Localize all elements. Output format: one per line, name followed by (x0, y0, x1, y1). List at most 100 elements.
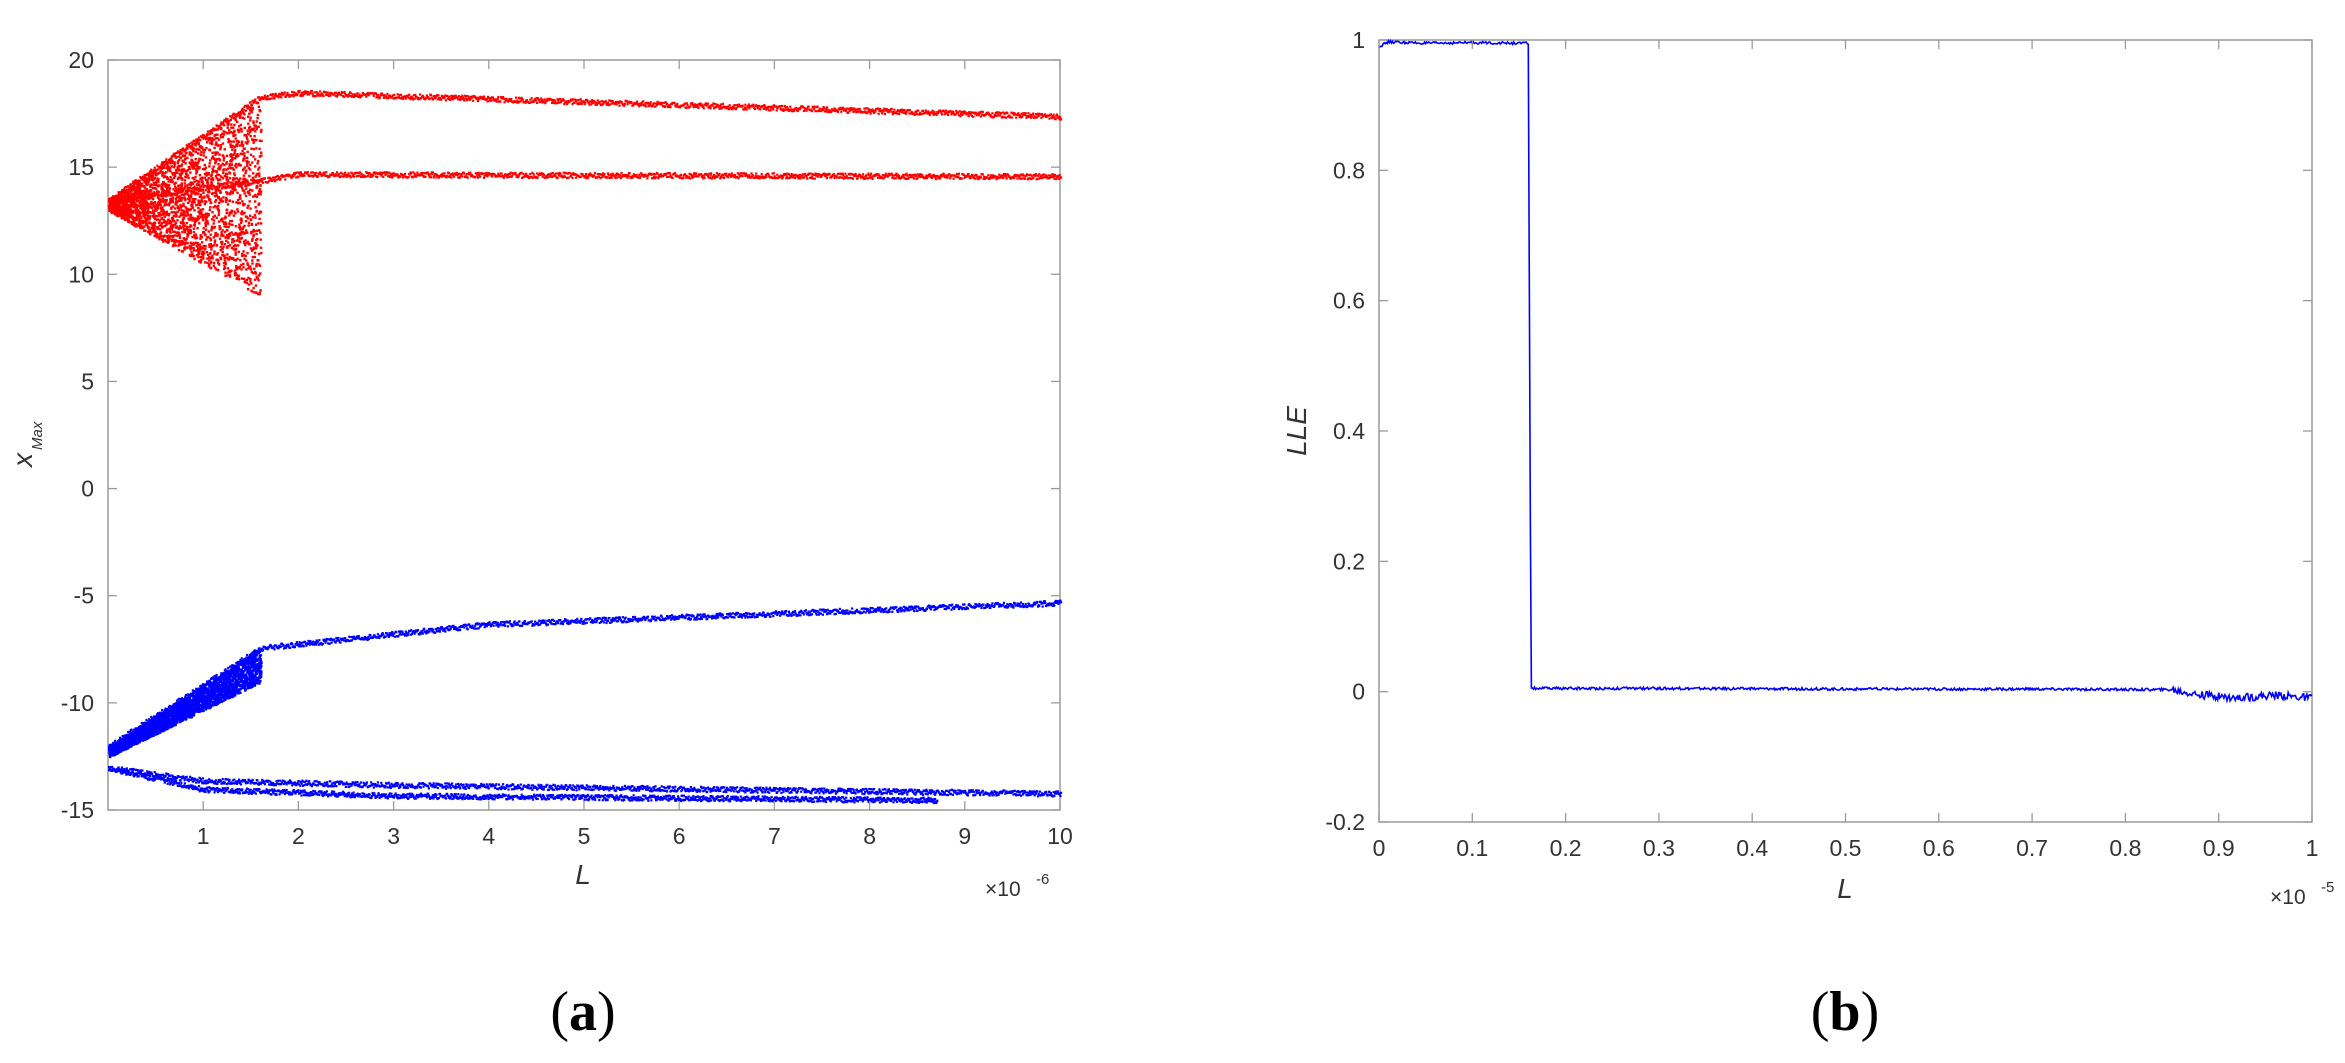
panel-a-scatter-point (175, 203, 178, 206)
panel-a-scatter-point (167, 180, 170, 183)
panel-a-branch-point (793, 109, 796, 112)
panel-a-branch-point (630, 175, 633, 178)
panel-a-scatter-point (164, 192, 168, 195)
panel-a-scatter-point (145, 207, 148, 210)
panel-a-scatter-point (244, 133, 248, 137)
panel-a-scatter-point (120, 207, 124, 210)
panel-a-branch-point (637, 102, 640, 106)
panel-a-scatter-point (197, 192, 200, 196)
panel-a-branch-point (211, 128, 214, 131)
panel-a-branch-point (246, 104, 249, 107)
panel-a-branch-point (421, 173, 424, 177)
panel-a-scatter-point (155, 218, 159, 221)
panel-a-branch-point (866, 110, 869, 113)
panel-a-scatter-point (251, 176, 255, 179)
panel-a-branch-point (770, 107, 773, 110)
panel-a-scatter-point (239, 177, 242, 180)
panel-a-branch-point (936, 111, 939, 114)
panel-a-scatter-point (134, 225, 138, 228)
panel-a-branch-point (440, 175, 443, 178)
panel-a-branch-point (252, 179, 256, 182)
panel-a-branch-point (736, 104, 739, 107)
panel-a-scatter-point (178, 197, 181, 200)
panel-a-branch-point (767, 105, 770, 108)
panel-a-scatter-point (209, 159, 212, 162)
panel-a-branch-point (278, 92, 281, 95)
panel-a-scatter-point (197, 210, 200, 214)
panel-a-branch-point (441, 172, 444, 175)
panel-a-branch-point (957, 114, 961, 117)
panel-a-branch-point (913, 113, 916, 116)
panel-a-branch-point (233, 183, 236, 186)
panel-a-branch-point (589, 172, 592, 175)
panel-a-scatter-point (173, 234, 177, 237)
panel-a-scatter-point (230, 159, 233, 162)
panel-a-branch-point (290, 94, 293, 97)
panel-a-scatter-point (250, 109, 253, 112)
panel-a-branch-point (871, 108, 874, 111)
panel-a-branch-point (629, 176, 633, 179)
panel-a-scatter-point (183, 238, 186, 241)
panel-a-branch-point (218, 186, 221, 189)
panel-a-branch-point (804, 107, 807, 110)
panel-a-branch-point (196, 186, 199, 189)
panel-a-branch-point (954, 113, 957, 116)
panel-a-branch-point (204, 189, 207, 192)
panel-a-scatter-point (217, 179, 220, 182)
panel-a-scatter-point (162, 218, 166, 221)
panel-a-scatter-point (232, 214, 236, 217)
panel-a-scatter-point (158, 211, 161, 215)
panel-a-branch-point (695, 103, 699, 106)
panel-a-scatter-point (237, 267, 241, 270)
panel-a-scatter-point (228, 270, 232, 273)
panel-a-scatter-point (192, 165, 196, 169)
panel-a-scatter-point (222, 234, 225, 237)
panel-a-branch-point (449, 97, 452, 101)
panel-a-branch-point (261, 181, 264, 184)
panel-a-scatter-point (191, 153, 194, 157)
panel-a-branch-point (456, 173, 459, 177)
panel-a-branch-point (265, 97, 269, 100)
panel-a-scatter-point (254, 244, 258, 248)
panel-a-scatter-point (161, 238, 164, 241)
panel-a-scatter-point (259, 122, 262, 125)
panel-a-branch-point (664, 101, 667, 104)
panel-a-scatter-point (152, 204, 155, 208)
panel-a-scatter-point (238, 125, 241, 128)
panel-a-scatter-point (176, 177, 180, 181)
panel-a-branch-point (1021, 115, 1024, 118)
panel-a-branch-point (852, 110, 855, 114)
panel-a-scatter-point (220, 231, 223, 234)
panel-a-branch-point (499, 175, 502, 178)
panel-a-branch-point (299, 174, 302, 177)
panel-a-scatter-point (239, 123, 242, 127)
panel-a-branch-point (578, 102, 582, 105)
panel-a-branch-point (732, 106, 735, 109)
panel-a-scatter-point (167, 222, 170, 225)
panel-a-scatter-point (212, 226, 215, 229)
panel-a-scatter-point (230, 246, 234, 250)
panel-a-scatter-point (201, 250, 204, 254)
panel-a-branch-point (596, 99, 599, 102)
panel-a-branch-point (940, 111, 943, 114)
panel-a-scatter-point (254, 216, 257, 219)
panel-a-scatter-point (218, 153, 221, 156)
panel-a-branch-point (573, 101, 576, 104)
panel-a-branch-point (144, 175, 147, 178)
panel-a-branch-point (404, 172, 407, 175)
panel-a-branch-point (639, 175, 642, 178)
panel-a-scatter-point (248, 200, 251, 203)
panel-a-branch-point (202, 137, 205, 140)
panel-a-branch-point (164, 160, 167, 163)
panel-a-branch-point (485, 174, 488, 177)
panel-a-branch-point (539, 100, 542, 103)
panel-a-branch-point (1020, 112, 1023, 115)
panel-a-branch-point (234, 115, 237, 118)
panel-a-scatter-point (151, 175, 155, 178)
panel-a-branch-point (233, 113, 237, 116)
panel-a-scatter-point (143, 225, 146, 228)
panel-a-branch-point (440, 173, 443, 176)
panel-a-branch-point (848, 110, 851, 113)
panel-a-scatter-point (223, 264, 226, 268)
panel-a-scatter-point (143, 211, 146, 214)
